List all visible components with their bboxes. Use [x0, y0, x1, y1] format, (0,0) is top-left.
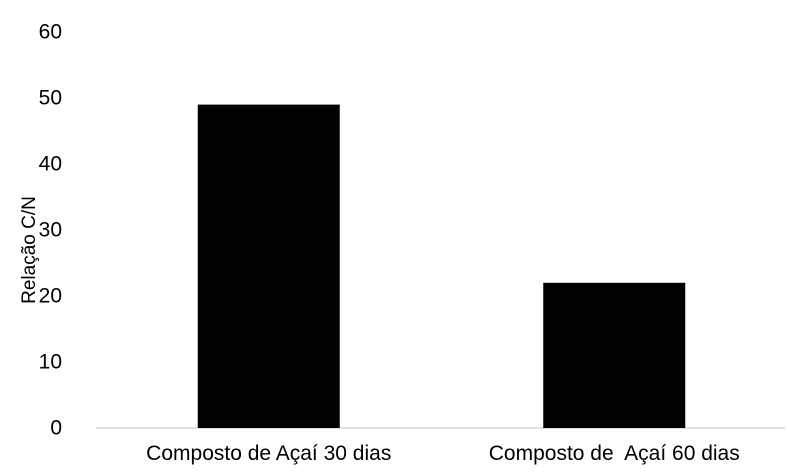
bars [198, 105, 686, 428]
x-category-label: Composto de Açaí 60 dias [489, 442, 740, 465]
x-category-label: Composto de Açaí 30 dias [146, 442, 391, 465]
bar [198, 105, 340, 428]
y-tick-label: 40 [39, 153, 62, 176]
y-tick-label: 30 [39, 219, 62, 242]
y-axis-ticks: 0 10 20 30 40 50 60 [39, 21, 62, 440]
x-axis-labels: Composto de Açaí 30 dias Composto de Açaí… [146, 442, 740, 465]
bar [543, 283, 685, 428]
y-tick-label: 20 [39, 285, 62, 308]
y-tick-label: 0 [50, 417, 62, 440]
y-tick-label: 60 [39, 21, 62, 44]
y-tick-label: 50 [39, 87, 62, 110]
y-axis-title: Relação C/N [19, 196, 40, 304]
y-tick-label: 10 [39, 351, 62, 374]
